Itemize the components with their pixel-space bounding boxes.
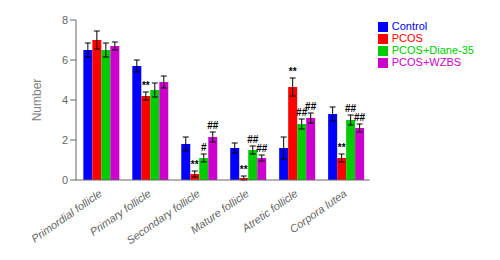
svg-text:4: 4 (62, 94, 68, 106)
svg-text:2: 2 (62, 134, 68, 146)
svg-text:Secondary follicle: Secondary follicle (124, 187, 202, 246)
svg-text:**: ** (289, 66, 297, 77)
svg-text:##: ## (305, 101, 317, 112)
svg-text:**: ** (191, 159, 199, 170)
svg-text:0: 0 (62, 174, 68, 186)
html-text:PCOS+Diane-35: PCOS+Diane-35 (391, 44, 474, 57)
svg-text:#: # (201, 142, 207, 153)
svg-text:8: 8 (62, 14, 68, 26)
svg-text:Corpora lutea: Corpora lutea (287, 187, 348, 235)
svg-text:Atretic follicle: Atretic follicle (239, 187, 300, 235)
svg-text:Mature follicle: Mature follicle (188, 187, 250, 236)
svg-text:6: 6 (62, 54, 68, 66)
svg-text:Number: Number (30, 79, 44, 122)
svg-text:##: ## (207, 120, 219, 131)
svg-text:##: ## (256, 143, 268, 154)
svg-text:**: ** (240, 164, 248, 175)
svg-text:Primordial follicle: Primordial follicle (28, 187, 104, 245)
svg-text:##: ## (354, 112, 366, 123)
html-text:Control: Control (391, 20, 428, 32)
html-text:PCOS: PCOS (391, 32, 423, 45)
svg-text:**: ** (338, 142, 346, 153)
svg-text:**: ** (142, 80, 150, 91)
svg-text:Primary follicle: Primary follicle (87, 187, 153, 238)
html-text:PCOS+WZBS: PCOS+WZBS (391, 56, 462, 69)
